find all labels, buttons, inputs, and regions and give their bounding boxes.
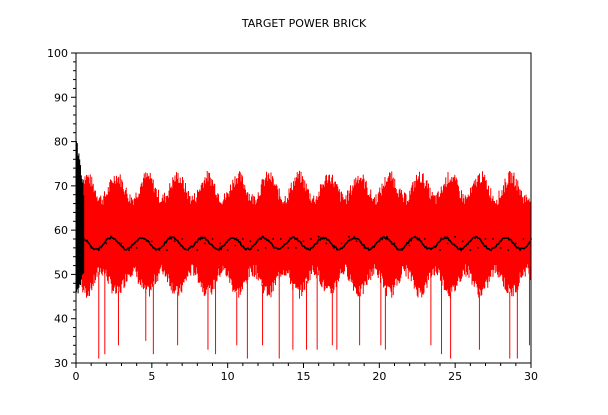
- black-point: [499, 246, 502, 249]
- black-point: [120, 242, 123, 245]
- y-tick-label: 40: [54, 313, 68, 326]
- black-point: [90, 246, 93, 249]
- black-point: [446, 242, 449, 245]
- black-point: [211, 238, 214, 240]
- black-point: [226, 249, 229, 251]
- chart-title: TARGET POWER BRICK: [241, 17, 367, 30]
- black-point: [196, 249, 199, 251]
- y-axis: 30 40 50 60 70 80 90 100: [47, 47, 76, 370]
- black-point: [340, 242, 343, 245]
- x-tick-label: 20: [372, 370, 386, 383]
- black-point: [249, 240, 252, 243]
- black-point: [317, 235, 320, 238]
- y-tick-label: 100: [47, 47, 68, 60]
- black-point: [219, 242, 221, 245]
- black-point: [423, 238, 426, 240]
- x-tick-label: 10: [221, 370, 235, 383]
- black-series: [76, 141, 532, 294]
- black-point: [272, 238, 275, 240]
- black-point: [181, 238, 184, 240]
- x-tick-label: 25: [448, 370, 462, 383]
- x-axis: 0 5 10 15 20 25 30: [73, 363, 538, 383]
- black-point: [204, 242, 206, 245]
- black-point: [484, 238, 487, 240]
- black-point: [234, 244, 237, 247]
- black-point: [477, 246, 479, 249]
- red-band: [81, 170, 531, 299]
- black-point: [325, 242, 328, 245]
- x-tick-label: 5: [148, 370, 155, 383]
- black-point: [135, 246, 138, 249]
- black-point: [439, 249, 441, 251]
- black-point: [332, 246, 335, 249]
- black-point: [302, 240, 305, 243]
- black-point: [522, 238, 525, 240]
- black-point: [82, 238, 85, 240]
- black-point: [128, 249, 130, 251]
- black-point: [431, 246, 434, 249]
- x-tick-label: 0: [73, 370, 80, 383]
- black-line: [82, 235, 531, 252]
- black-point: [188, 246, 191, 249]
- y-tick-label: 50: [54, 268, 68, 281]
- y-tick-label: 70: [54, 180, 68, 193]
- black-point: [492, 238, 494, 240]
- black-point: [461, 240, 464, 243]
- black-point: [378, 240, 381, 243]
- black-point: [363, 246, 366, 249]
- black-point: [370, 246, 373, 249]
- black-point: [264, 246, 267, 249]
- black-point: [105, 242, 108, 245]
- black-point: [416, 238, 419, 240]
- black-point: [150, 240, 153, 243]
- black-point: [173, 240, 176, 243]
- black-point: [454, 235, 457, 238]
- black-point: [166, 249, 168, 251]
- y-tick-label: 90: [54, 91, 68, 104]
- black-point: [295, 246, 297, 249]
- black-point: [97, 249, 100, 251]
- black-point: [348, 235, 350, 238]
- y-tick-label: 30: [54, 357, 68, 370]
- black-point: [310, 238, 312, 240]
- black-point: [355, 240, 358, 243]
- black-point: [393, 242, 396, 245]
- black-point: [386, 235, 388, 238]
- black-point: [287, 246, 290, 249]
- black-point: [279, 238, 282, 240]
- x-tick-label: 30: [524, 370, 538, 383]
- black-point: [401, 249, 403, 251]
- black-point: [158, 249, 161, 251]
- black-point: [507, 249, 510, 251]
- black-point: [469, 249, 472, 251]
- black-point: [514, 242, 517, 245]
- black-point: [257, 249, 259, 251]
- x-tick-label: 15: [297, 370, 311, 383]
- black-point: [113, 238, 115, 240]
- red-series: [81, 170, 531, 359]
- black-point: [408, 244, 411, 247]
- black-point: [143, 238, 146, 240]
- black-point: [241, 238, 244, 240]
- y-tick-label: 60: [54, 224, 68, 237]
- black-transient: [76, 141, 85, 294]
- y-tick-label: 80: [54, 136, 68, 149]
